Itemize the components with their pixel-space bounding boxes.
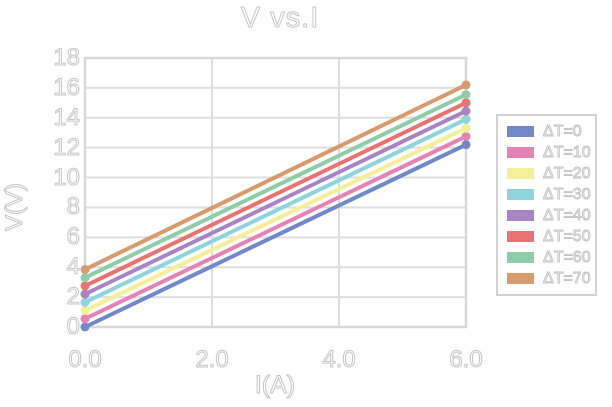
data-point-marker (461, 123, 471, 133)
legend-swatch (507, 126, 534, 137)
legend-item: ΔT=60 (507, 248, 595, 268)
data-point-marker (80, 322, 90, 332)
data-point-marker (461, 98, 471, 108)
legend: ΔT=0 ΔT=10 ΔT=20 ΔT=30 ΔT=40 ΔT=50 ΔT=60 ΔT=70 (496, 114, 597, 296)
data-point-marker (80, 289, 90, 299)
y-tick-label: 2 (66, 283, 80, 311)
y-tick-label: 16 (53, 73, 81, 101)
legend-item: ΔT=20 (507, 164, 595, 184)
legend-label: ΔT=20 (543, 164, 592, 182)
data-point-marker (80, 297, 90, 307)
legend-label: ΔT=30 (543, 185, 592, 203)
legend-item: ΔT=40 (507, 206, 595, 226)
data-point-marker (461, 90, 471, 100)
y-tick-label: 4 (66, 253, 80, 281)
data-point-marker (80, 281, 90, 291)
legend-item: ΔT=30 (507, 185, 595, 205)
legend-item: ΔT=70 (507, 269, 595, 289)
data-point-marker (80, 273, 90, 283)
legend-label: ΔT=40 (543, 206, 592, 224)
x-tick-label: 4.0 (322, 346, 356, 374)
legend-label: ΔT=60 (543, 248, 592, 266)
series-line (83, 134, 468, 321)
y-tick-label: 6 (66, 223, 80, 251)
legend-item: ΔT=10 (507, 143, 595, 163)
plot-border (83, 56, 468, 329)
series-line (83, 142, 468, 329)
legend-swatch (507, 252, 534, 263)
legend-item: ΔT=50 (507, 227, 595, 247)
legend-swatch (507, 189, 534, 200)
y-tick-label: 18 (53, 44, 81, 72)
data-point-marker (80, 314, 90, 324)
x-tick-label: 0.0 (68, 346, 102, 374)
data-point-marker (80, 264, 90, 274)
x-tick-label: 6.0 (449, 346, 483, 374)
series-line (83, 109, 468, 297)
y-tick-label: 8 (66, 193, 80, 221)
legend-label: ΔT=10 (543, 143, 592, 161)
y-tick-label: 12 (53, 133, 81, 161)
x-axis-title: I(A) (254, 371, 296, 400)
legend-label: ΔT=70 (543, 269, 592, 287)
x-tick-label: 2.0 (195, 346, 229, 374)
legend-label: ΔT=50 (543, 227, 592, 245)
series-line (83, 92, 468, 280)
series-line (83, 117, 468, 305)
data-point-marker (461, 106, 471, 116)
series-line (83, 126, 468, 313)
legend-item: ΔT=0 (507, 122, 595, 142)
legend-swatch (507, 273, 534, 284)
legend-swatch (507, 231, 534, 242)
data-point-marker (461, 80, 471, 90)
legend-swatch (507, 168, 534, 179)
data-point-marker (461, 140, 471, 150)
series-line (83, 82, 468, 272)
y-tick-label: 14 (53, 103, 81, 131)
y-tick-label: 0 (66, 313, 80, 341)
chart-title: V vs.I (240, 2, 320, 35)
data-point-marker (80, 306, 90, 316)
data-point-marker (461, 114, 471, 124)
legend-swatch (507, 147, 534, 158)
series-line (83, 100, 468, 288)
y-tick-label: 10 (53, 163, 81, 191)
legend-label: ΔT=0 (543, 122, 583, 140)
legend-swatch (507, 210, 534, 221)
data-point-marker (461, 131, 471, 141)
